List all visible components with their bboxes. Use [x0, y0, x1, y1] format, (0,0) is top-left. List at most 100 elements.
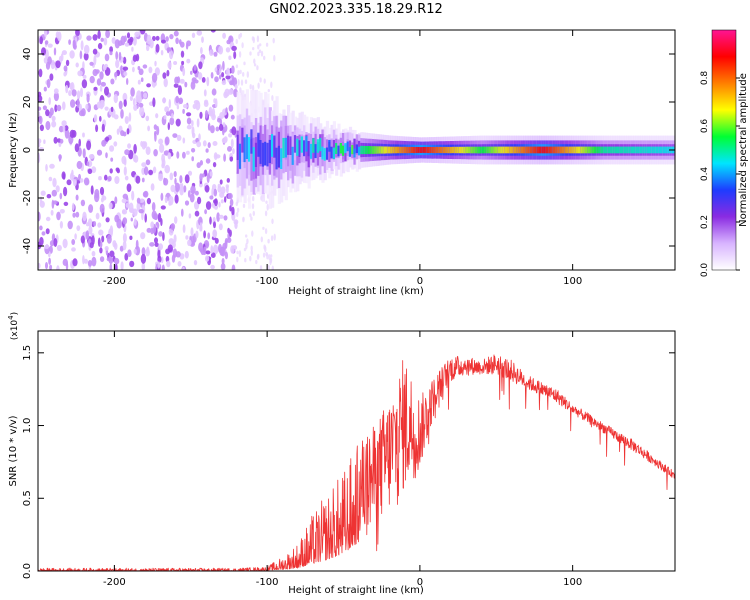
- spectrogram-cell: [206, 76, 210, 87]
- spectrogram-cell: [376, 146, 380, 154]
- spectrogram-cell: [245, 234, 248, 238]
- spectrogram-cell: [126, 128, 130, 135]
- spectrogram-cell: [96, 78, 102, 86]
- snr-x-tick-label: 0: [417, 577, 423, 588]
- spectrogram-cell: [121, 155, 127, 165]
- spectrogram-cell: [221, 258, 225, 265]
- spectrogram-cell: [115, 51, 119, 60]
- spectrogram-cell: [80, 40, 84, 51]
- spectrogram-cell: [63, 71, 67, 77]
- spectrogram-cell: [85, 230, 90, 240]
- colorbar: 0.0 0.2 0.4 0.6 0.8 Normalized spectral ampl…: [700, 29, 749, 277]
- snr-x-tick-label: -100: [256, 577, 279, 588]
- spectrogram-cell: [171, 254, 176, 263]
- spectrogram-cell: [188, 213, 192, 219]
- snr-ylabel: SNR (10 * v/v): [8, 415, 19, 486]
- spectrogram-cell: [45, 228, 50, 235]
- spectrogram-cell: [121, 198, 127, 204]
- spectrogram-cell: [406, 146, 410, 154]
- spectrogram-cell: [88, 226, 93, 235]
- spectrogram-cell: [167, 61, 172, 69]
- spectrogram-x-tick-label: 0: [417, 276, 423, 287]
- spectrogram-cell: [123, 71, 128, 77]
- spectrogram-cell: [255, 259, 258, 265]
- spectrogram-cell: [367, 146, 371, 154]
- spectrogram-cell: [241, 127, 245, 153]
- spectrogram-cell: [152, 166, 157, 174]
- spectrogram-cell: [175, 251, 181, 258]
- spectrogram-cell: [152, 35, 156, 42]
- spectrogram-cell: [562, 146, 566, 154]
- spectrogram-cell: [403, 146, 408, 154]
- spectrogram-cell: [194, 190, 199, 196]
- spectrogram-cell: [99, 115, 102, 122]
- spectrogram-cell: [191, 148, 196, 153]
- spectrogram-cell: [173, 61, 178, 65]
- spectrogram-cell: [122, 233, 127, 243]
- spectrogram-cell: [160, 49, 164, 56]
- spectrogram-cell: [192, 132, 196, 139]
- spectrogram-cell: [442, 146, 446, 154]
- spectrogram-cell: [429, 147, 433, 153]
- spectrogram-cell: [239, 32, 243, 38]
- spectrogram-cell: [552, 146, 556, 154]
- spectrogram-cell: [316, 142, 320, 166]
- spectrogram-cell: [61, 50, 67, 56]
- spectrogram-cell: [210, 72, 214, 79]
- spectrogram-cell: [154, 67, 160, 76]
- spectrogram-cell: [205, 255, 210, 262]
- spectrogram-cell: [238, 143, 243, 169]
- spectrogram-cell: [445, 146, 449, 154]
- spectrogram-cell: [136, 197, 141, 204]
- spectrogram-cell: [81, 79, 88, 89]
- spectrogram-cell: [248, 137, 252, 162]
- spectrogram-cell: [232, 148, 235, 155]
- spectrogram-cell: [193, 100, 200, 105]
- spectrogram-cell: [211, 187, 214, 198]
- spectrogram-cell: [351, 145, 355, 155]
- spectrogram-cell: [353, 148, 357, 158]
- spectrogram-cell: [251, 230, 254, 237]
- spectrogram-cell: [65, 84, 69, 94]
- spectrogram-cell: [109, 51, 113, 56]
- spectrogram-cell: [129, 95, 133, 101]
- spectrogram-cell: [273, 135, 277, 158]
- spectrogram-cell: [298, 140, 302, 157]
- spectrogram-cell: [175, 95, 180, 104]
- spectrogram-cell: [76, 160, 83, 170]
- spectrogram-cell: [235, 201, 238, 207]
- spectrogram-cell: [224, 251, 228, 260]
- spectrogram-cell: [168, 200, 172, 206]
- spectrogram-cell: [159, 143, 165, 153]
- spectrogram-cell: [231, 65, 235, 74]
- spectrogram-cell: [215, 154, 221, 159]
- spectrogram-cell: [138, 209, 144, 214]
- spectrogram-cell: [249, 255, 252, 262]
- spectrogram-y-tick-label: -20: [22, 190, 33, 206]
- spectrogram-cell: [129, 260, 135, 268]
- spectrogram-cell: [59, 138, 64, 144]
- spectrogram-cell: [215, 126, 220, 132]
- spectrogram-cell: [525, 146, 529, 154]
- spectrogram-cell: [83, 44, 90, 55]
- spectrogram-cell: [504, 146, 508, 154]
- spectrogram-cell: [99, 186, 105, 196]
- spectrogram-cell: [394, 146, 398, 154]
- colorbar-tick-label: 0.4: [700, 167, 710, 182]
- spectrogram-cell: [254, 142, 259, 167]
- spectrogram-cell: [262, 226, 265, 230]
- spectrogram-cell: [153, 124, 158, 130]
- spectrogram-cell: [264, 141, 268, 166]
- spectrogram-cell: [401, 146, 405, 154]
- spectrogram-cell: [109, 168, 113, 174]
- spectrogram-cell: [520, 146, 524, 154]
- spectrogram-cell: [497, 146, 501, 154]
- spectrogram-cell: [280, 126, 284, 162]
- spectrogram-cell: [169, 172, 174, 181]
- spectrogram-cell: [259, 265, 263, 270]
- spectrogram-cell: [348, 147, 353, 157]
- spectrogram-cell: [49, 264, 53, 270]
- spectrogram-cell: [133, 218, 137, 226]
